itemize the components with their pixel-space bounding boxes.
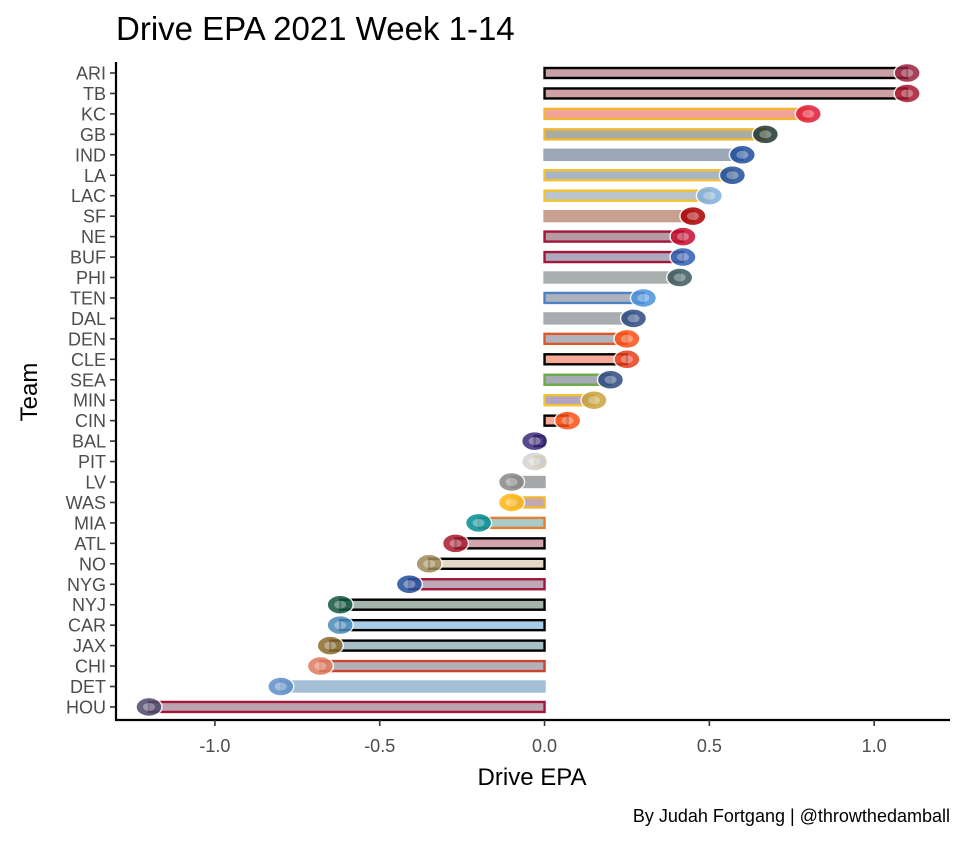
y-tick-label-ind: IND	[75, 145, 106, 165]
y-tick-label-mia: MIA	[74, 513, 106, 533]
x-tick-label: -1.0	[199, 736, 230, 756]
bar-tb	[543, 87, 909, 100]
x-tick-label: 1.0	[862, 736, 887, 756]
y-tick-label-atl: ATL	[74, 534, 106, 554]
star-icon	[619, 308, 648, 329]
dolphin-icon	[464, 512, 493, 534]
jets-oval-icon	[326, 594, 354, 615]
fleur-de-lis-icon	[415, 553, 443, 575]
bar-chi	[319, 659, 546, 673]
ny-monogram-icon	[395, 574, 424, 595]
bar-no	[427, 557, 546, 570]
bengals-b-icon	[553, 410, 582, 431]
y-tick-label-phi: PHI	[76, 268, 106, 288]
y-tick-label-tb: TB	[83, 84, 106, 104]
bar-det	[279, 680, 546, 693]
bar-lac	[543, 189, 711, 202]
chart-caption: By Judah Fortgang | @throwthedamball	[633, 806, 950, 826]
y-tick-label-nyj: NYJ	[72, 595, 106, 615]
y-tick-label-den: DEN	[68, 329, 106, 349]
arrowhead-icon	[794, 103, 823, 125]
bar-ne	[543, 230, 685, 243]
bronco-head-icon	[613, 328, 641, 350]
bars-layer	[147, 66, 909, 714]
y-tick-label-min: MIN	[73, 391, 106, 411]
c-mark-icon	[306, 655, 335, 677]
bar-la	[543, 169, 734, 182]
bar-jax	[329, 639, 546, 652]
sf-oval-icon	[679, 205, 707, 227]
y-tick-label-ari: ARI	[76, 64, 106, 84]
flying-elvis-icon	[669, 226, 697, 247]
lightning-bolt-icon	[695, 185, 724, 206]
y-tick-label-lv: LV	[85, 473, 106, 493]
chart-title: Drive EPA 2021 Week 1-14	[116, 10, 515, 47]
y-tick-label-dal: DAL	[71, 309, 106, 329]
y-tick-label-sea: SEA	[70, 370, 106, 390]
bar-ten	[543, 291, 645, 305]
g-oval-icon	[751, 124, 780, 145]
falcon-icon	[441, 533, 470, 554]
horseshoe-icon	[728, 144, 757, 166]
jaguar-head-icon	[316, 635, 345, 656]
y-tick-label-sf: SF	[83, 207, 106, 227]
lion-icon	[267, 676, 295, 697]
bar-ari	[543, 66, 909, 80]
y-tick-label-hou: HOU	[66, 697, 106, 717]
buccaneers-flag-icon	[893, 83, 921, 104]
seahawk-head-icon	[596, 369, 625, 390]
y-tick-label-jax: JAX	[73, 636, 106, 656]
bar-phi	[543, 271, 681, 284]
y-tick-label-car: CAR	[68, 616, 106, 636]
y-tick-label-gb: GB	[80, 125, 106, 145]
logos-layer	[135, 62, 921, 718]
bar-ind	[543, 148, 744, 162]
y-tick-label-chi: CHI	[75, 657, 106, 677]
y-tick-label-lac: LAC	[71, 186, 106, 206]
x-tick-label: -0.5	[364, 736, 395, 756]
y-tick-label-kc: KC	[81, 104, 106, 124]
y-tick-label-ten: TEN	[70, 288, 106, 308]
x-tick-label: 0.0	[532, 736, 557, 756]
viking-head-icon	[580, 389, 608, 411]
y-tick-label-bal: BAL	[72, 432, 106, 452]
la-monogram-icon	[718, 165, 747, 186]
bar-gb	[543, 128, 767, 141]
panther-head-icon	[326, 614, 354, 636]
helmet-icon	[613, 349, 641, 370]
y-tick-label-cle: CLE	[71, 350, 106, 370]
bar-nyj	[338, 598, 546, 611]
t-flame-icon	[629, 287, 658, 309]
steelers-mark-icon	[520, 451, 549, 472]
y-tick-label-ne: NE	[81, 227, 106, 247]
bar-buf	[543, 250, 685, 264]
y-axis: ARITBKCGBINDLALACSFNEBUFPHITENDALDENCLES…	[66, 62, 118, 720]
y-tick-label-det: DET	[70, 677, 106, 697]
bull-head-icon	[135, 696, 163, 718]
raven-head-icon	[520, 430, 549, 452]
cardinal-head-icon	[893, 62, 921, 84]
y-tick-label-la: LA	[84, 166, 106, 186]
eagle-head-icon	[665, 267, 694, 288]
x-axis-title: Drive EPA	[478, 764, 587, 791]
charging-buffalo-icon	[669, 246, 697, 268]
raiders-shield-icon	[497, 471, 526, 493]
x-axis: -1.0 -0.5 0.0 0.5 1.0	[115, 718, 950, 756]
bar-nyg	[408, 578, 546, 591]
y-tick-label-buf: BUF	[70, 248, 106, 268]
bar-sf	[543, 209, 695, 223]
w-mark-icon	[497, 492, 526, 513]
bar-car	[338, 618, 546, 632]
x-tick-label: 0.5	[697, 736, 722, 756]
y-tick-label-nyg: NYG	[67, 575, 106, 595]
y-tick-label-was: WAS	[66, 493, 106, 513]
y-axis-title: Team	[16, 363, 43, 422]
bar-kc	[543, 107, 810, 121]
y-tick-label-no: NO	[79, 554, 106, 574]
y-tick-label-pit: PIT	[78, 452, 106, 472]
y-tick-label-cin: CIN	[75, 411, 106, 431]
bar-hou	[147, 700, 546, 714]
